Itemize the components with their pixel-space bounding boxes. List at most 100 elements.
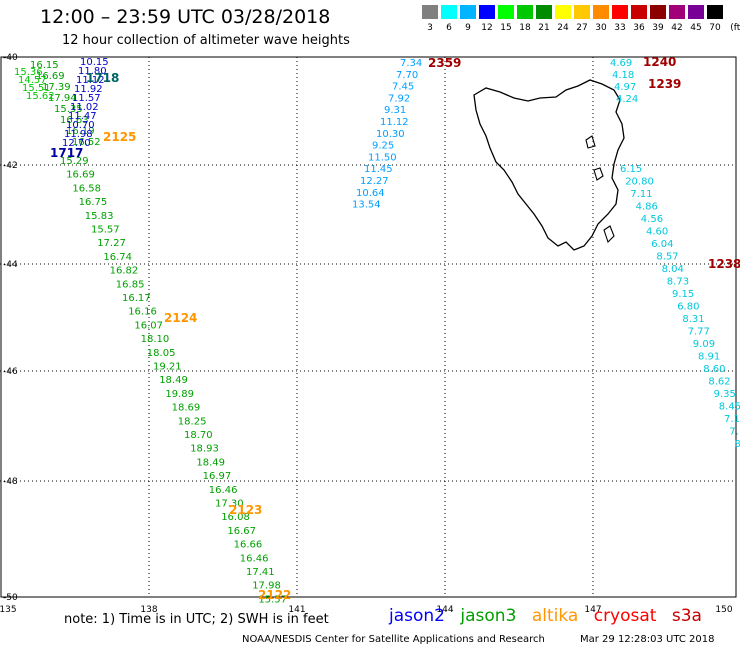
wave-height-label: 18.05 bbox=[147, 348, 176, 359]
colorbar-label: 30 bbox=[595, 23, 607, 33]
wave-height-label: 16.69 bbox=[36, 71, 65, 82]
colorbar-swatch bbox=[422, 5, 438, 19]
credit-line: NOAA/NESDIS Center for Satellite Applica… bbox=[242, 634, 545, 645]
wave-height-label: 15.51 bbox=[22, 83, 51, 94]
wave-height-label: 15.57 bbox=[91, 225, 120, 236]
wave-height-label: 7.11 bbox=[630, 189, 652, 200]
colorbar-label: 27 bbox=[576, 23, 588, 33]
wave-height-label: 17.27 bbox=[97, 238, 126, 249]
pass-time-label: 1239 bbox=[648, 77, 681, 91]
longitude-label: 150 bbox=[715, 605, 732, 615]
colorbar-label: 36 bbox=[633, 23, 645, 33]
longitude-label: 141 bbox=[288, 605, 305, 615]
wave-height-label: 16.15 bbox=[30, 60, 59, 71]
longitude-label: 138 bbox=[140, 605, 157, 615]
colorbar-label: 39 bbox=[652, 23, 664, 33]
wave-height-label: 15.35 bbox=[54, 104, 83, 115]
wave-height-label: 7. bbox=[729, 427, 739, 438]
wave-height-label: 18.10 bbox=[141, 334, 170, 345]
wave-height-label: 11.12 bbox=[380, 117, 409, 128]
wave-height-label: 17.30 bbox=[215, 499, 244, 510]
wave-height-label: 8.62 bbox=[708, 377, 730, 388]
wave-height-label: 15.36 bbox=[14, 67, 43, 78]
legend-cryosat: cryosat bbox=[593, 606, 657, 626]
wave-height-label: 11.80 bbox=[78, 66, 107, 77]
colorbar-label: 3 bbox=[427, 23, 433, 33]
colorbar-label: 42 bbox=[671, 23, 683, 33]
longitude-label: 135 bbox=[0, 605, 17, 615]
wave-height-label: 8.57 bbox=[656, 252, 678, 263]
wave-height-label: 10.64 bbox=[356, 188, 385, 199]
wave-height-label: 9.35 bbox=[714, 389, 736, 400]
wave-height-label: 18.49 bbox=[196, 457, 225, 468]
colorbar-swatch bbox=[517, 5, 533, 19]
wave-height-label: 16.07 bbox=[134, 320, 163, 331]
pass-time-label: 2124 bbox=[164, 311, 197, 325]
wave-height-label: 19.89 bbox=[165, 389, 194, 400]
wave-height-label: 16.46 bbox=[240, 553, 269, 564]
colorbar-label: 9 bbox=[465, 23, 471, 33]
colorbar-label: 15 bbox=[500, 23, 512, 33]
footer-note: note: 1) Time is in UTC; 2) SWH is in fe… bbox=[64, 612, 329, 627]
tasmania-outline bbox=[473, 79, 625, 251]
latitude-label: -46 bbox=[3, 367, 18, 377]
wave-height-label: 16.66 bbox=[234, 540, 263, 551]
wave-height-label: 9.25 bbox=[372, 141, 394, 152]
colorbar-label: 12 bbox=[481, 23, 493, 33]
wave-height-label: 15.62 bbox=[26, 91, 55, 102]
colorbar-label: 6 bbox=[446, 23, 452, 33]
wave-height-label: 12.27 bbox=[360, 176, 389, 187]
wave-height-label: 16.74 bbox=[103, 252, 132, 263]
wave-height-label: 7.92 bbox=[388, 93, 410, 104]
wave-height-label: 11.45 bbox=[364, 164, 393, 175]
wave-height-label: 4.60 bbox=[646, 227, 668, 238]
wave-height-label: 11.50 bbox=[368, 152, 397, 163]
wave-height-label: 17.94 bbox=[48, 93, 77, 104]
map-frame bbox=[0, 56, 737, 598]
pass-time-label: 1718 bbox=[86, 71, 119, 85]
colorbar-unit: (ft) bbox=[730, 23, 740, 33]
colorbar-swatch bbox=[574, 5, 590, 19]
wave-height-label: 6.15 bbox=[620, 164, 642, 175]
wave-height-label: 10.15 bbox=[80, 57, 109, 68]
wave-height-label: 17.98 bbox=[252, 581, 281, 592]
wave-height-label: 15.83 bbox=[85, 211, 114, 222]
wave-height-label: 16.97 bbox=[203, 471, 232, 482]
wave-height-label: 16.46 bbox=[209, 485, 238, 496]
wave-height-label: 4.18 bbox=[612, 70, 634, 81]
wave-height-label: 18.69 bbox=[172, 403, 201, 414]
longitude-label: 147 bbox=[584, 605, 601, 615]
pass-time-label: 2359 bbox=[428, 56, 461, 70]
wave-height-label: 18.49 bbox=[159, 375, 188, 386]
latitude-label: -48 bbox=[3, 477, 18, 487]
wave-height-label: 15.57 bbox=[258, 594, 287, 605]
longitude-label: 144 bbox=[436, 605, 453, 615]
colorbar-swatch bbox=[498, 5, 514, 19]
legend-s3a: s3a bbox=[671, 606, 702, 626]
wave-height-label: 19.21 bbox=[153, 362, 182, 373]
colorbar-swatch bbox=[441, 5, 457, 19]
colorbar-swatch bbox=[707, 5, 723, 19]
pass-time-label: 1240 bbox=[643, 55, 676, 69]
wave-height-label: 12.70 bbox=[62, 138, 91, 149]
wave-height-label: 7.34 bbox=[400, 58, 422, 69]
pass-time-label: 2125 bbox=[103, 130, 136, 144]
wave-height-label: 8.60 bbox=[703, 364, 725, 375]
wave-height-label: 10.30 bbox=[376, 129, 405, 140]
pass-time-label: 2123 bbox=[229, 503, 262, 517]
wave-height-label: 8.73 bbox=[667, 277, 689, 288]
wave-height-label: 18.93 bbox=[190, 444, 219, 455]
wave-height-label: 9.09 bbox=[693, 339, 715, 350]
wave-height-label: 8.04 bbox=[662, 264, 684, 275]
wave-height-label: 7.70 bbox=[396, 70, 418, 81]
wave-height-label: 4.86 bbox=[636, 202, 658, 213]
wave-height-label: 16.82 bbox=[110, 266, 139, 277]
legend-jason3: jason3 bbox=[460, 606, 517, 626]
wave-height-label: 16.85 bbox=[116, 279, 145, 290]
wave-height-label: 11.12 bbox=[76, 75, 105, 86]
wave-height-label: 8.31 bbox=[682, 314, 704, 325]
wave-height-label: 16.63 bbox=[60, 115, 89, 126]
wave-height-label: 8 bbox=[734, 439, 740, 450]
wave-height-label: 16.19 bbox=[66, 126, 95, 137]
